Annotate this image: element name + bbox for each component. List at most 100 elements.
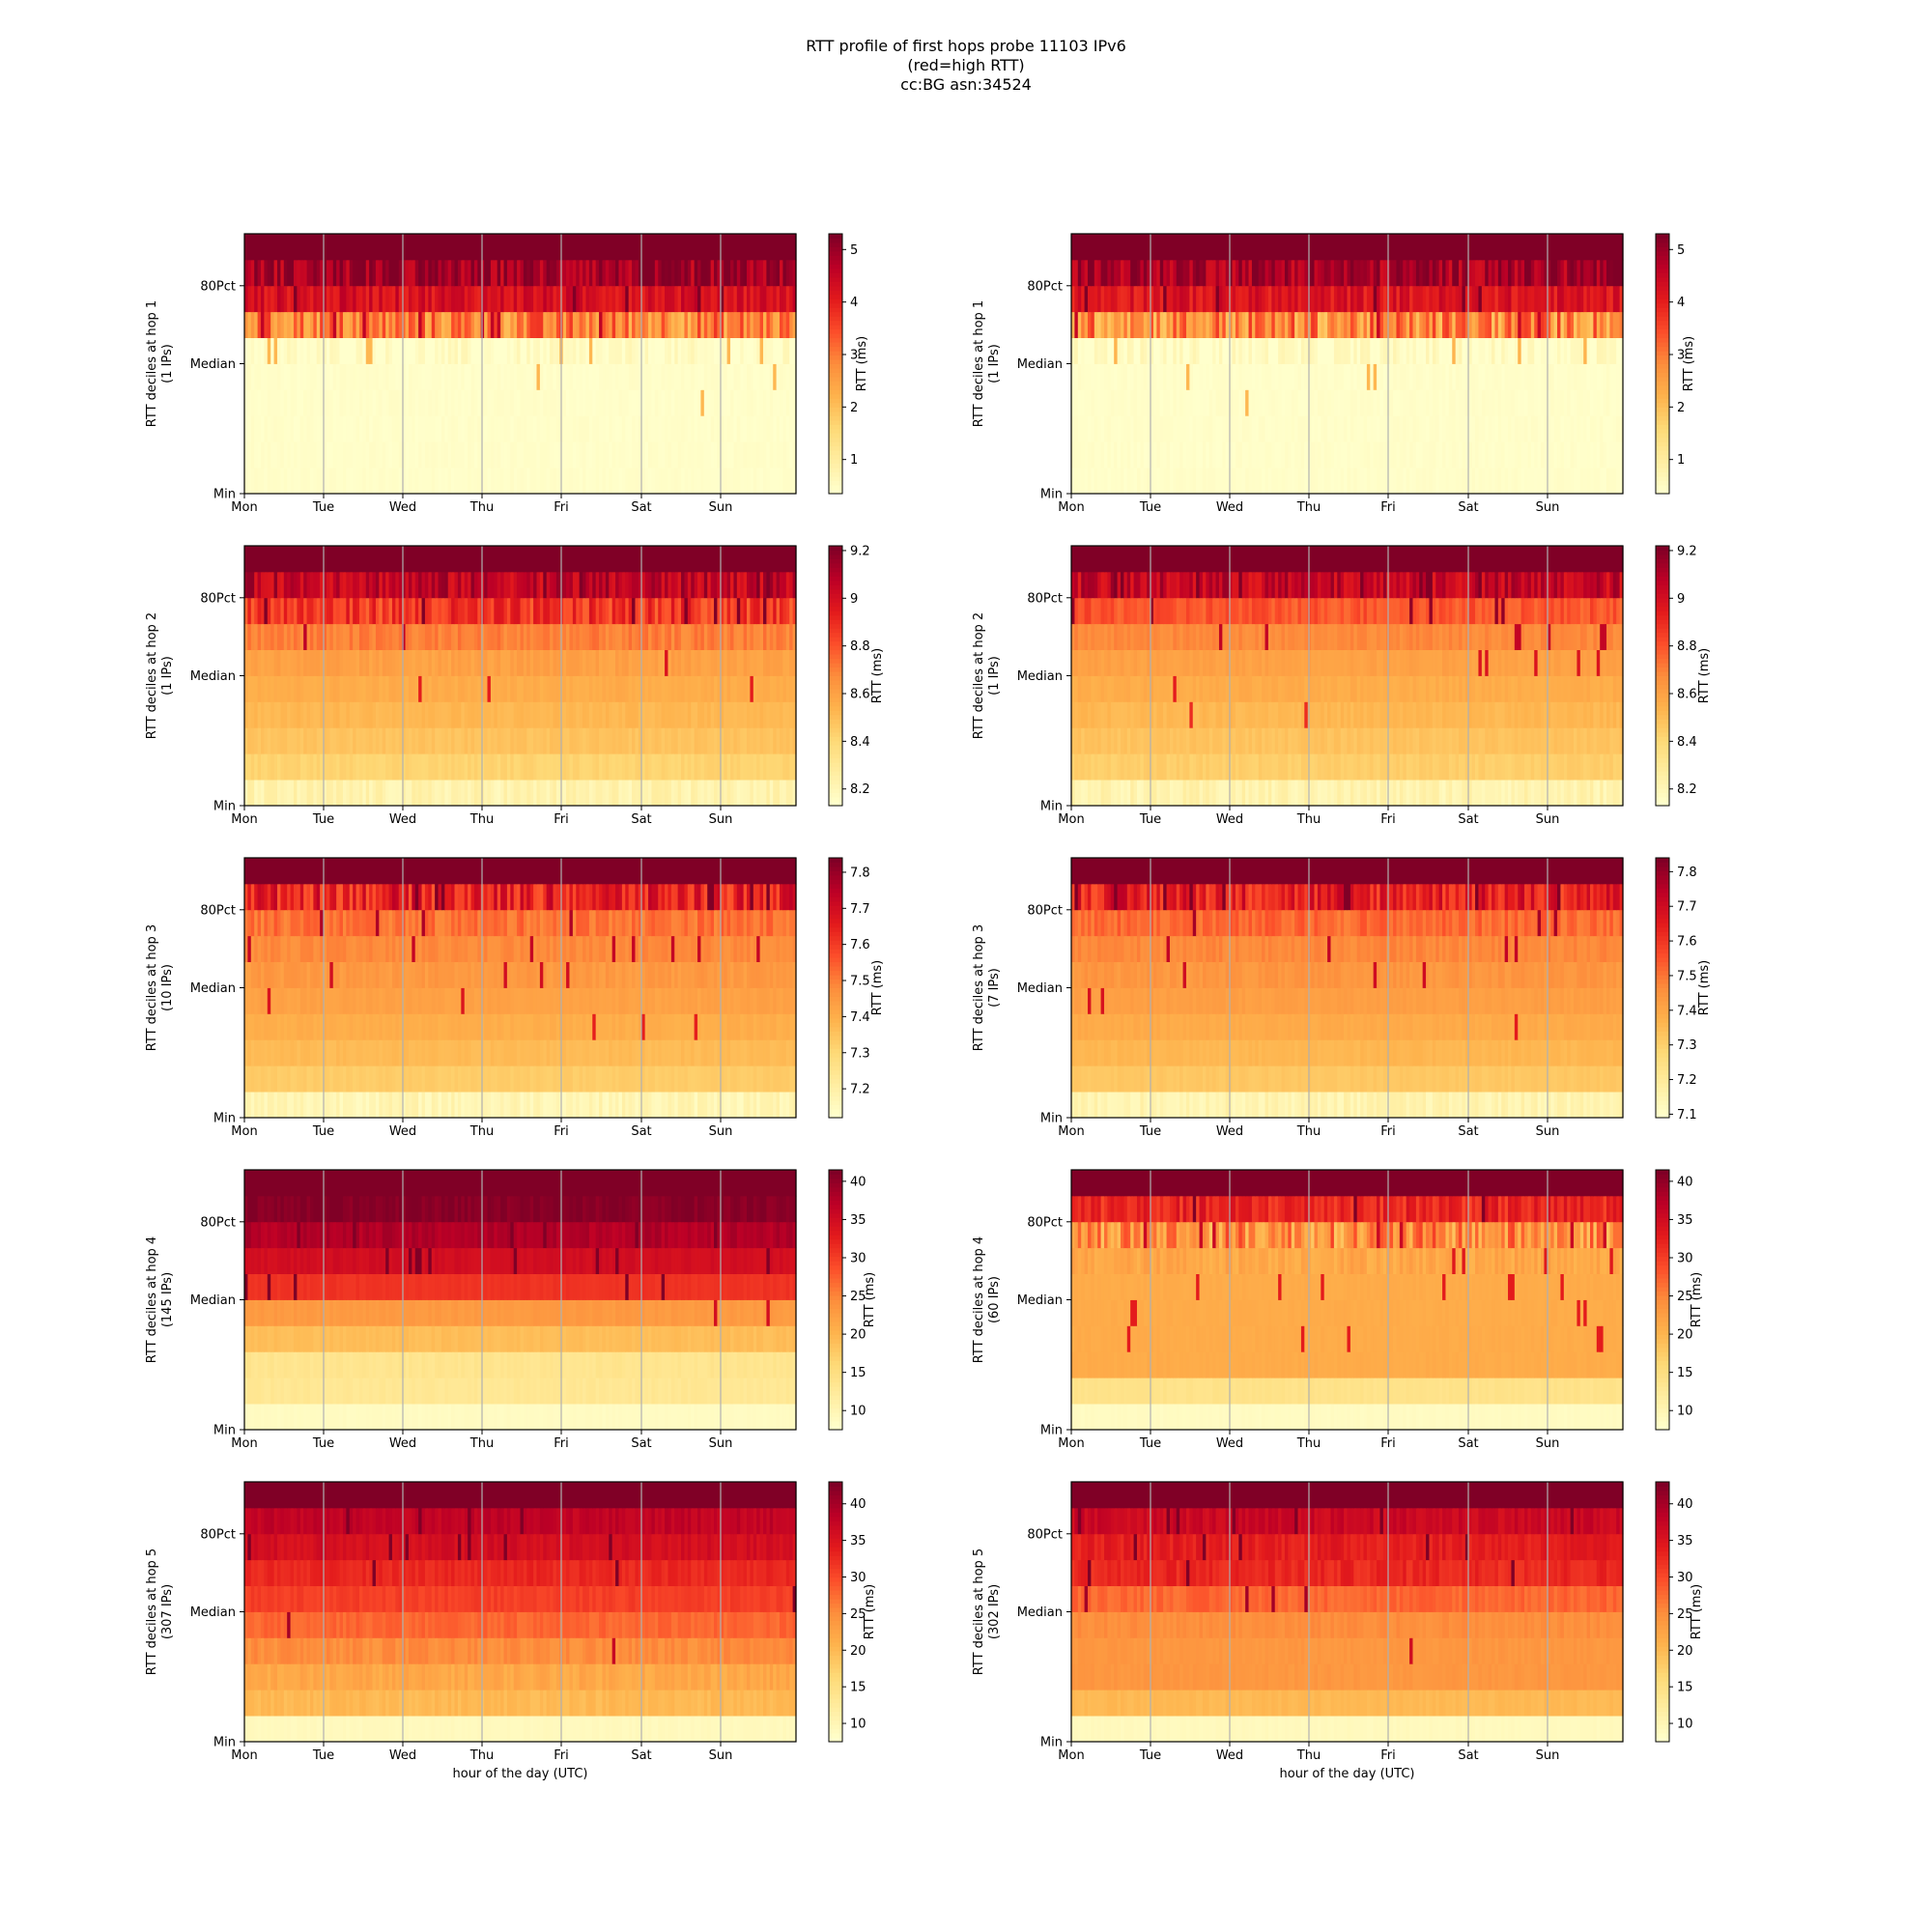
heatmap-cell [1389,234,1394,261]
heatmap-cell [763,337,768,364]
heatmap-cell [1264,363,1269,390]
colorbar-segment [829,272,842,278]
heatmap-cell [582,234,587,261]
heatmap-cell [1074,259,1079,287]
heatmap-cell [628,337,633,364]
heatmap-cell [1557,337,1562,364]
heatmap-cell [539,285,544,313]
heatmap-cell [369,389,374,416]
heatmap-cell [1215,285,1220,313]
heatmap-cell [480,337,485,364]
colorbar-segment [829,381,842,386]
heatmap-cell [316,363,321,390]
heatmap-cell [1337,468,1342,495]
heatmap-cell [1225,311,1230,338]
heatmap-cell [1442,337,1447,364]
heatmap-cell [1084,259,1089,287]
heatmap-cell [1600,389,1605,416]
heatmap-cell [440,363,445,390]
heatmap-cell [576,389,581,416]
heatmap-cell [529,234,534,261]
heatmap-cell [615,234,620,261]
heatmap-cell [1389,363,1394,390]
heatmap-cell [1255,234,1260,261]
heatmap-cell [1478,311,1483,338]
heatmap-cell [1544,415,1548,442]
heatmap-cell [1518,389,1522,416]
heatmap-cell [468,285,472,313]
heatmap-cell [1511,441,1516,469]
heatmap-cell [1445,363,1450,390]
heatmap-cell [730,415,735,442]
heatmap-cell [648,468,653,495]
heatmap-cell [299,285,304,313]
heatmap-cell [1074,337,1079,364]
heatmap-cell [517,363,522,390]
heatmap-cell [1314,363,1319,390]
heatmap-cell [747,415,752,442]
heatmap-cell [391,415,396,442]
heatmap-cell [651,389,656,416]
heatmap-cell [1377,468,1381,495]
heatmap-cell [1182,468,1187,495]
heatmap-cell [365,415,370,442]
heatmap-cell [332,389,337,416]
heatmap-cell [1409,389,1414,416]
heatmap-cell [1278,337,1283,364]
heatmap-cell [1442,363,1447,390]
heatmap-cell [1143,285,1148,313]
heatmap-cell [1577,441,1581,469]
heatmap-cell [687,363,692,390]
heatmap-cell [379,311,384,338]
heatmap-cell [1353,337,1358,364]
heatmap-cell [753,311,757,338]
heatmap-cell [1189,389,1194,416]
heatmap-cell [1577,259,1581,287]
heatmap-cell [1518,285,1522,313]
heatmap-cell [1432,363,1436,390]
heatmap-cell [388,441,393,469]
heatmap-cell [264,337,269,364]
heatmap-cell [267,234,271,261]
heatmap-cell [480,363,485,390]
heatmap-cell [1074,389,1079,416]
heatmap-cell [1126,389,1131,416]
heatmap-cell [342,234,347,261]
heatmap-cell [605,285,610,313]
heatmap-cell [1114,285,1119,313]
heatmap-cell [1347,389,1351,416]
heatmap-cell [398,597,403,625]
heatmap-cell [1123,363,1128,390]
heatmap-cell [1350,363,1354,390]
heatmap-cell [638,337,642,364]
heatmap-cell [260,780,265,807]
colorbar-segment [1656,272,1669,278]
heatmap-cell [694,311,698,338]
heatmap-cell [510,468,515,495]
heatmap-cell [1107,234,1112,261]
heatmap-cell [1218,337,1223,364]
heatmap-cell [615,285,620,313]
heatmap-cell [1347,468,1351,495]
colorbar-segment [1656,402,1669,408]
heatmap-cell [402,337,407,364]
heatmap-cell [585,441,590,469]
heatmap-cell [414,597,419,625]
heatmap-cell [332,623,337,650]
heatmap-cell [681,415,686,442]
colorbar-segment [1656,298,1669,304]
heatmap-cell [697,441,702,469]
heatmap-cell [1563,363,1568,390]
heatmap-cell [1327,415,1332,442]
heatmap-cell [1518,311,1522,338]
heatmap-cell [1600,285,1605,313]
heatmap-cell [1284,234,1289,261]
heatmap-cell [611,415,616,442]
heatmap-cell [1202,311,1207,338]
heatmap-cell [1468,415,1473,442]
heatmap-cell [553,468,557,495]
heatmap-cell [1152,234,1157,261]
heatmap-cell [750,259,754,287]
heatmap-cell [1606,468,1611,495]
heatmap-cell [1288,468,1293,495]
